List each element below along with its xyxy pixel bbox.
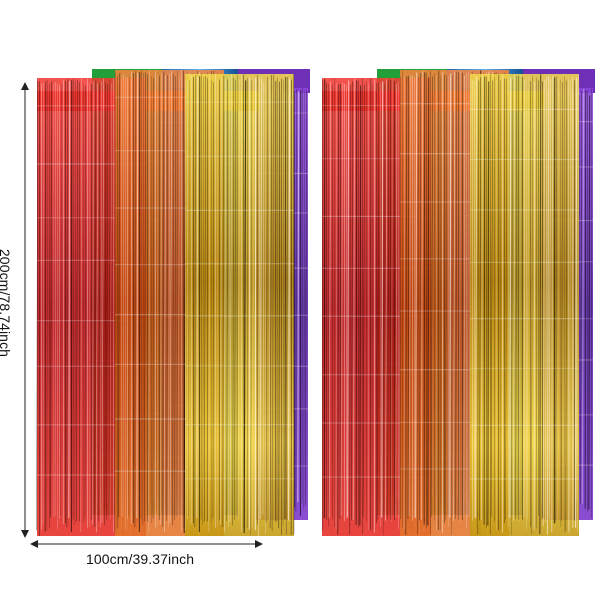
gold-fringe-shine (185, 365, 294, 366)
gold-fringe-shine (185, 156, 294, 157)
gold-fringe-shine (185, 424, 294, 425)
red-fringe-strand (45, 81, 46, 531)
height-measurement (21, 82, 29, 538)
curtain-set-right (322, 69, 595, 536)
gold-fringe-shine (185, 210, 294, 211)
curtain-set-left (37, 69, 310, 536)
gold-fringe-strand (534, 82, 535, 530)
gold-fringe-shine (185, 263, 294, 264)
purple-fringe-strand (585, 90, 586, 508)
gold-fringe-shine (185, 102, 294, 103)
gold-fringe-shine (470, 109, 579, 110)
red-fringe-strand (356, 80, 357, 524)
gold-fringe (185, 74, 294, 536)
gold-fringe-shine (470, 318, 579, 319)
width-dimension-label: 100cm/39.37inch (86, 552, 194, 566)
width-measurement (30, 540, 263, 548)
gold-fringe-shine (470, 368, 579, 369)
gold-fringe-shine (470, 262, 579, 263)
gold-fringe-shine (185, 478, 294, 479)
orange-fringe-strand (424, 72, 425, 524)
gold-fringe-shine (470, 159, 579, 160)
gold-fringe-shine (470, 425, 579, 426)
gold-fringe (469, 74, 579, 536)
gold-fringe-shine (470, 209, 579, 210)
gold-fringe-shine (185, 315, 294, 316)
gold-fringe-strand (285, 77, 286, 519)
gold-fringe-shine (470, 478, 579, 479)
height-dimension-label: 200cm/78.74inch (0, 223, 12, 383)
gold-fringe-strand (484, 76, 485, 524)
